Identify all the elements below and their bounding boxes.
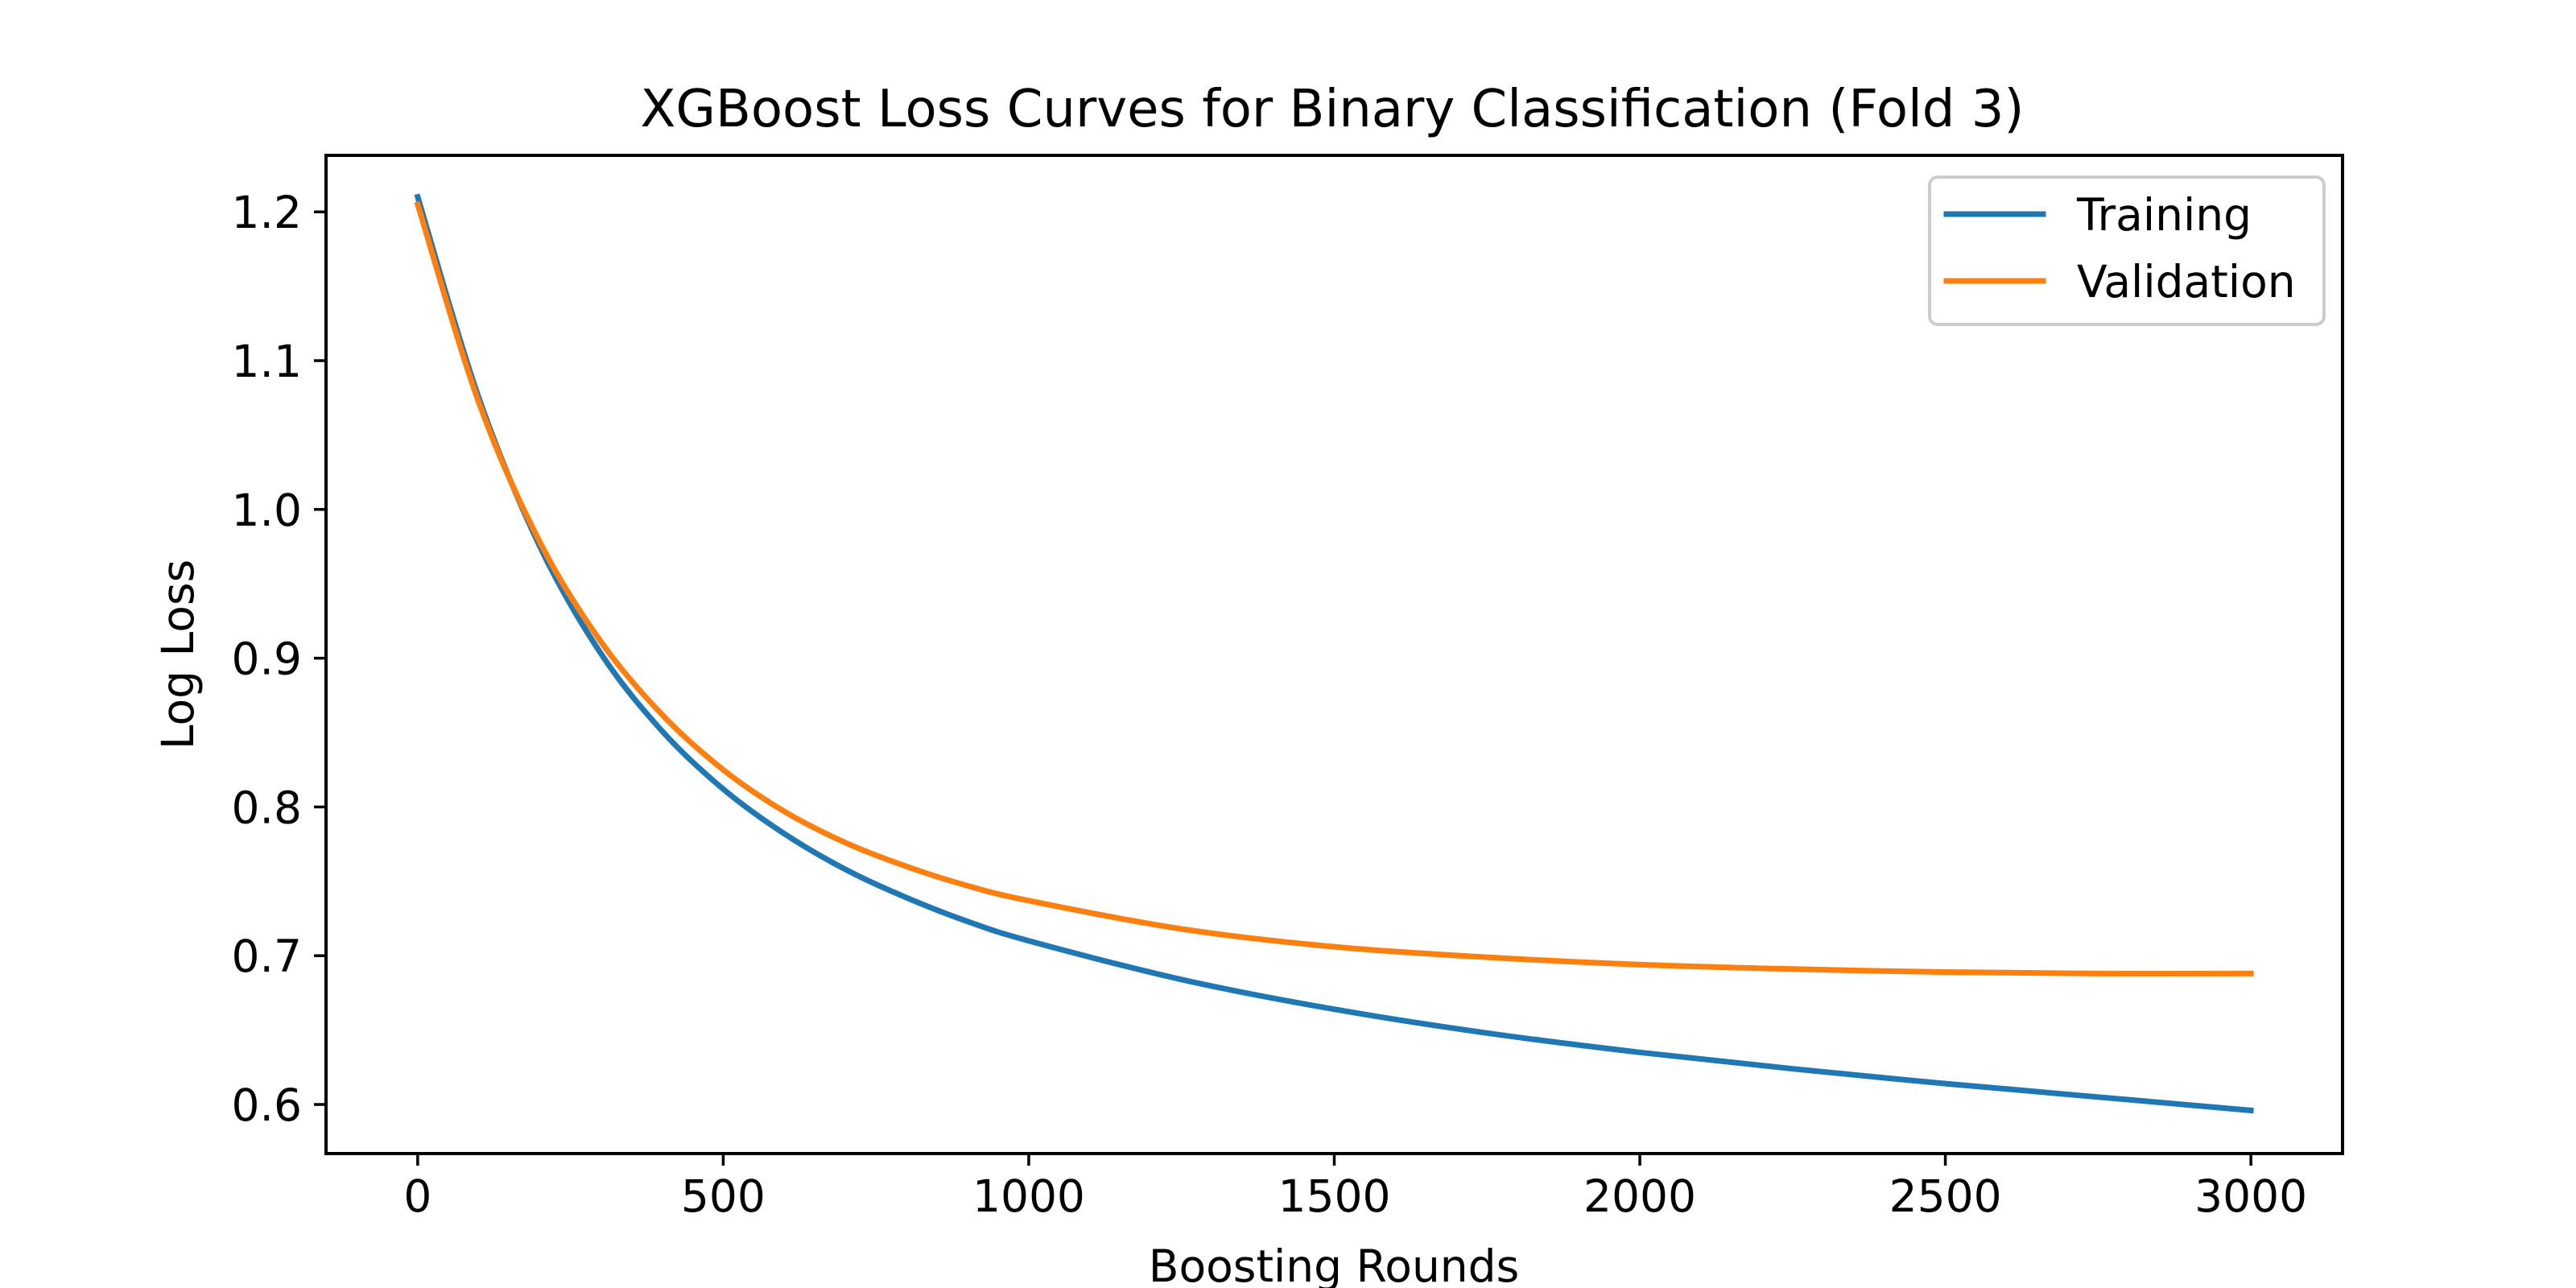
- y-tick-label: 0.9: [232, 634, 302, 685]
- legend-entry-training: Training: [1943, 189, 2252, 241]
- x-tick-label: 2000: [1583, 1170, 1696, 1222]
- series-line-training: [414, 193, 2254, 1114]
- series-layer: [414, 193, 2254, 1114]
- legend-entry-validation: Validation: [1943, 256, 2296, 308]
- y-tick-label: 0.6: [232, 1080, 302, 1131]
- x-tick-label: 0: [403, 1170, 431, 1222]
- y-tick-label: 1.1: [232, 336, 302, 387]
- legend-label-validation: Validation: [2077, 256, 2296, 308]
- x-axis-ticks: 0 500 1000 1500 2000 2500 3000: [403, 1154, 2307, 1222]
- chart-title: XGBoost Loss Curves for Binary Classific…: [641, 80, 2025, 139]
- x-tick-label: 2500: [1889, 1170, 2002, 1222]
- x-tick-label: 3000: [2194, 1170, 2307, 1222]
- x-tick-label: 500: [681, 1170, 766, 1222]
- legend-label-training: Training: [2076, 189, 2252, 241]
- plot-frame: [324, 154, 2344, 1155]
- y-tick-label: 1.2: [232, 187, 302, 238]
- x-tick-label: 1500: [1278, 1170, 1391, 1222]
- y-tick-label: 0.7: [232, 931, 302, 982]
- x-tick-label: 1000: [972, 1170, 1085, 1222]
- y-axis-ticks: 0.6 0.7 0.8 0.9 1.0 1.1 1.2: [232, 187, 326, 1131]
- series-line-validation: [414, 200, 2254, 977]
- x-axis-label: Boosting Rounds: [1149, 1241, 1519, 1288]
- y-tick-label: 0.8: [232, 782, 302, 833]
- y-tick-label: 1.0: [232, 485, 302, 536]
- y-axis-label: Log Loss: [152, 559, 204, 749]
- legend: Training Validation: [1928, 175, 2326, 326]
